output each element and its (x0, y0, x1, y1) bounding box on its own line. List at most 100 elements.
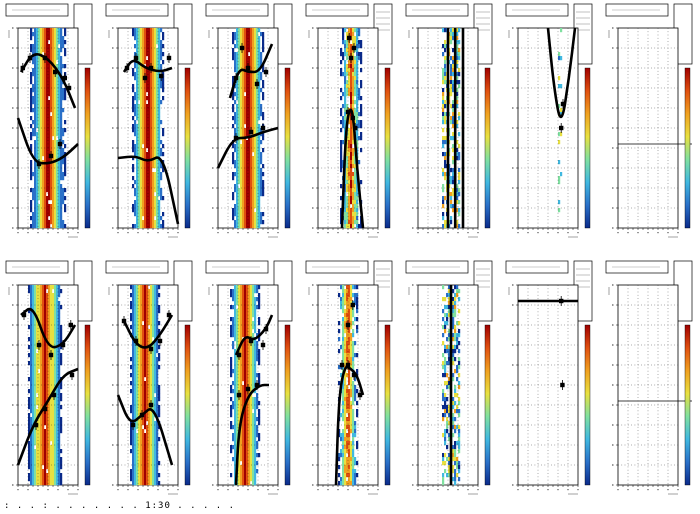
heat-cell (134, 453, 137, 458)
heat-cell (142, 108, 145, 113)
heat-cell (458, 168, 461, 173)
heat-cell (154, 389, 157, 394)
heat-cell (156, 168, 159, 173)
heat-cell (52, 481, 55, 486)
heat-cell (244, 140, 247, 145)
heat-cell (140, 140, 143, 145)
heat-cell (450, 180, 453, 185)
heat-cell (140, 445, 143, 450)
heat-cell (60, 160, 63, 165)
heat-cell (40, 196, 43, 201)
heat-cell (56, 176, 59, 181)
heat-cell (52, 196, 55, 201)
heat-cell (442, 136, 445, 141)
heat-cell (56, 188, 59, 193)
y-tick-label (412, 47, 414, 49)
heat-cell (238, 148, 241, 153)
y-tick-label (112, 27, 114, 29)
heat-cell (54, 204, 57, 209)
heat-cell (442, 212, 445, 217)
heat-cell (250, 108, 253, 113)
heat-cell (132, 365, 135, 370)
heat-cell (452, 60, 455, 65)
heat-cell (162, 144, 165, 149)
heat-cell (158, 224, 161, 229)
heat-cell (46, 212, 49, 217)
heat-cell (54, 377, 57, 382)
fit-curve-0 (340, 108, 365, 229)
y-tick-label (12, 284, 14, 286)
heat-cell (34, 148, 37, 153)
heat-cell (60, 417, 63, 422)
heat-cell (44, 305, 47, 310)
heat-cell (46, 124, 49, 129)
heat-cell (46, 325, 49, 330)
heat-cell (30, 333, 33, 338)
heat-cell (256, 212, 259, 217)
heat-cell (140, 52, 143, 57)
heat-cell (238, 28, 241, 33)
heat-cell (46, 441, 49, 446)
heat-cell (152, 481, 155, 486)
heat-cell (138, 437, 141, 442)
heat-cell (130, 429, 133, 434)
heat-cell (156, 32, 159, 37)
heat-cell (136, 309, 139, 314)
heat-cell (452, 176, 455, 181)
heat-cell (50, 88, 53, 93)
heat-cell (30, 325, 33, 330)
y-tick-label (12, 127, 14, 129)
heat-cell (458, 68, 461, 73)
heat-cell (246, 204, 249, 209)
heat-cell (132, 313, 135, 318)
heat-cell (42, 60, 45, 65)
heat-cell (138, 160, 141, 165)
heat-cell (144, 144, 147, 149)
heat-cell (28, 413, 31, 418)
heat-cell (54, 212, 57, 217)
heat-cell (54, 40, 57, 45)
heat-cell (450, 36, 453, 41)
heat-cell (56, 453, 59, 458)
heat-cell (54, 365, 57, 370)
heat-cell (140, 397, 143, 402)
heat-cell (558, 180, 561, 185)
x-tick-label (17, 232, 19, 234)
x-tick-label (137, 232, 139, 234)
heat-cell (40, 72, 43, 77)
heat-cell (442, 108, 445, 113)
heat-cell (54, 116, 57, 121)
heat-cell (148, 433, 151, 438)
heat-cell (344, 100, 347, 105)
heat-cell (252, 224, 255, 229)
heat-cell (148, 28, 151, 33)
heat-cell (452, 56, 455, 61)
heat-cell (30, 144, 33, 149)
heat-cell (156, 313, 159, 318)
heat-cell (56, 204, 59, 209)
heat-cell (28, 441, 31, 446)
heat-cell (48, 405, 51, 410)
heat-cell (262, 48, 265, 53)
heat-cell (346, 140, 349, 145)
heat-cell (58, 212, 61, 217)
heat-cell (36, 40, 39, 45)
heat-cell (244, 128, 247, 133)
heat-cell (150, 433, 153, 438)
heat-cell (558, 208, 561, 213)
heat-cell (142, 453, 145, 458)
heat-cell (34, 120, 37, 125)
heat-cell (262, 136, 265, 141)
heat-cell (154, 369, 157, 374)
heat-cell (244, 120, 247, 125)
heat-cell (248, 184, 251, 189)
heat-cell (142, 385, 145, 390)
heat-cell (242, 80, 245, 85)
heat-cell (156, 289, 159, 294)
heat-cell (34, 333, 37, 338)
heat-cell (350, 216, 353, 221)
heat-cell (60, 112, 63, 117)
heat-cell (54, 349, 57, 354)
heat-cell (152, 88, 155, 93)
heat-cell (60, 429, 63, 434)
